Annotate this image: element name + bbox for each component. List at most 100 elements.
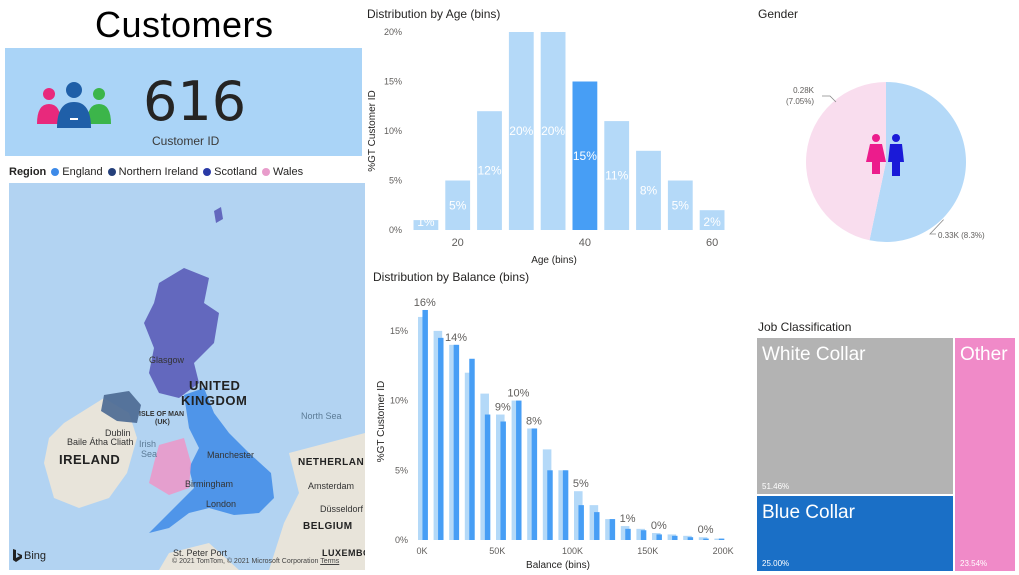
balance-bar-label: 9% (495, 402, 511, 414)
balance-bar (589, 505, 599, 540)
balance-chart-title: Distribution by Balance (bins) (373, 270, 530, 284)
balance-bar (636, 528, 645, 540)
balance-bar-secondary (594, 512, 600, 540)
age-bar (477, 111, 502, 230)
age-bar-label: 5% (449, 198, 467, 212)
map-terms-link[interactable]: Terms (320, 558, 340, 565)
region-scotland (144, 268, 219, 398)
map-label-belgium: BELGIUM (303, 521, 353, 532)
balance-bar-label: 5% (573, 478, 589, 490)
age-xtick: 40 (579, 237, 591, 249)
legend-item-england[interactable]: England (51, 166, 103, 178)
gender-chart-title: Gender (758, 7, 799, 21)
treemap-tile-pct: 51.46% (762, 482, 790, 491)
balance-bar-label: 16% (414, 297, 436, 309)
gender-slice-label: (7.05%) (786, 97, 814, 106)
gender-slice-label: 0.33K (8.3%) (938, 231, 985, 240)
balance-xtick: 150K (637, 546, 658, 556)
age-bar (508, 32, 534, 230)
kpi-card[interactable]: 616 Customer ID (5, 48, 362, 156)
balance-bar (620, 526, 630, 540)
map-label-isle-of-man-sub: (UK) (155, 419, 170, 426)
balance-bar-secondary (516, 400, 522, 540)
map-label-netherlands: NETHERLAN (298, 457, 365, 468)
age-ytick: 20% (384, 27, 402, 37)
balance-bar-secondary (562, 470, 569, 540)
age-bar-label: 20% (509, 124, 533, 138)
balance-bar (480, 393, 489, 540)
age-bar-label: 8% (640, 183, 658, 197)
region-wales (149, 438, 191, 495)
balance-bar (605, 519, 614, 540)
balance-bar (418, 316, 427, 540)
region-england (149, 388, 274, 533)
balance-ytick: 15% (390, 326, 408, 336)
region-northern-ireland (101, 391, 141, 423)
age-bar-label: 11% (605, 169, 628, 183)
map-label-dublin: Dublin (105, 428, 131, 438)
balance-xtick: 50K (489, 546, 505, 556)
kpi-label: Customer ID (152, 134, 220, 148)
balance-bar (714, 538, 723, 540)
balance-bar (527, 428, 536, 540)
balance-ytick: 5% (395, 465, 408, 475)
age-bar (699, 210, 725, 230)
map-label-isle-of-man: ISLE OF MAN (139, 411, 185, 418)
treemap-tile-blue-collar[interactable]: Blue Collar 25.00% (757, 496, 953, 571)
map-label-ireland: IRELAND (59, 452, 121, 467)
balance-chart[interactable]: 0% 5% 10% 15% 16% 14% 9% 10% 8% 5% 1% 0% 0% 0K 50K 100K… (365, 285, 745, 575)
map-label-amsterdam: Amsterdam (308, 481, 355, 491)
map-label-manchester: Manchester (207, 450, 255, 460)
map-label-irish-sea-2: Sea (141, 449, 158, 459)
balance-bar (433, 330, 443, 540)
age-bar-label: 5% (672, 198, 690, 212)
gender-leader (822, 95, 837, 103)
age-bar (604, 121, 630, 230)
legend-item-northern-ireland[interactable]: Northern Ireland (107, 166, 198, 178)
balance-bar (698, 537, 708, 540)
map-label-glasgow: Glasgow (149, 355, 185, 365)
balance-bar (542, 449, 552, 540)
map-label-irish-sea-1: Irish (139, 439, 157, 449)
map-label-birmingham: Birmingham (185, 479, 234, 489)
map-label-dusseldorf: Düsseldorf (320, 504, 364, 514)
treemap-tile-white-collar[interactable]: White Collar 51.46% (757, 338, 953, 494)
balance-bar-label: 0% (651, 520, 667, 532)
treemap-tile-other[interactable]: Other 23.54% (955, 338, 1015, 571)
age-bar-label: 1% (417, 215, 435, 229)
age-ytick: 0% (389, 225, 402, 235)
balance-bar (683, 535, 692, 540)
region-map[interactable]: Glasgow UNITED KINGDOM North Sea ISLE OF… (9, 183, 365, 570)
kpi-value: 616 (143, 70, 247, 133)
balance-bar-secondary (531, 428, 538, 540)
job-treemap[interactable]: White Collar 51.46% Blue Collar 25.00% O… (757, 338, 1015, 571)
balance-bar (558, 470, 567, 540)
balance-bar (667, 534, 677, 540)
balance-xtick: 200K (713, 546, 734, 556)
age-chart[interactable]: 0% 5% 10% 15% 20% 1% 5% 12% 20% 20% 15% 11% 8% 5% 2% 20… (365, 20, 740, 270)
age-ylabel: %GT Customer ID (367, 90, 378, 172)
balance-bar-secondary (656, 534, 662, 540)
gender-leader (929, 219, 944, 235)
map-label-north-sea: North Sea (301, 411, 342, 421)
age-bar-label: 12% (477, 164, 501, 178)
treemap-tile-label: White Collar (762, 344, 866, 365)
age-bar-label: 2% (703, 215, 721, 229)
balance-bar-secondary (500, 421, 506, 540)
balance-xlabel: Balance (bins) (526, 560, 590, 571)
age-bar (636, 150, 661, 230)
balance-bar-secondary (609, 519, 616, 540)
gender-slice-label: 0.28K (793, 86, 815, 95)
balance-bar-secondary (718, 538, 725, 540)
legend-item-scotland[interactable]: Scotland (203, 166, 257, 178)
balance-ytick: 10% (390, 396, 408, 406)
age-xlabel: Age (bins) (531, 255, 577, 266)
age-chart-title: Distribution by Age (bins) (367, 7, 501, 21)
balance-bar-secondary (422, 309, 428, 540)
legend-item-wales[interactable]: Wales (261, 166, 303, 178)
map-label-uk-1: UNITED (189, 378, 241, 393)
balance-bar-label: 10% (507, 388, 529, 400)
age-bar-label: 15% (573, 149, 597, 163)
balance-ylabel: %GT Customer ID (376, 381, 387, 463)
gender-chart[interactable]: 0.33K (8.3%) 0.28K (7.05%) (750, 20, 1019, 290)
